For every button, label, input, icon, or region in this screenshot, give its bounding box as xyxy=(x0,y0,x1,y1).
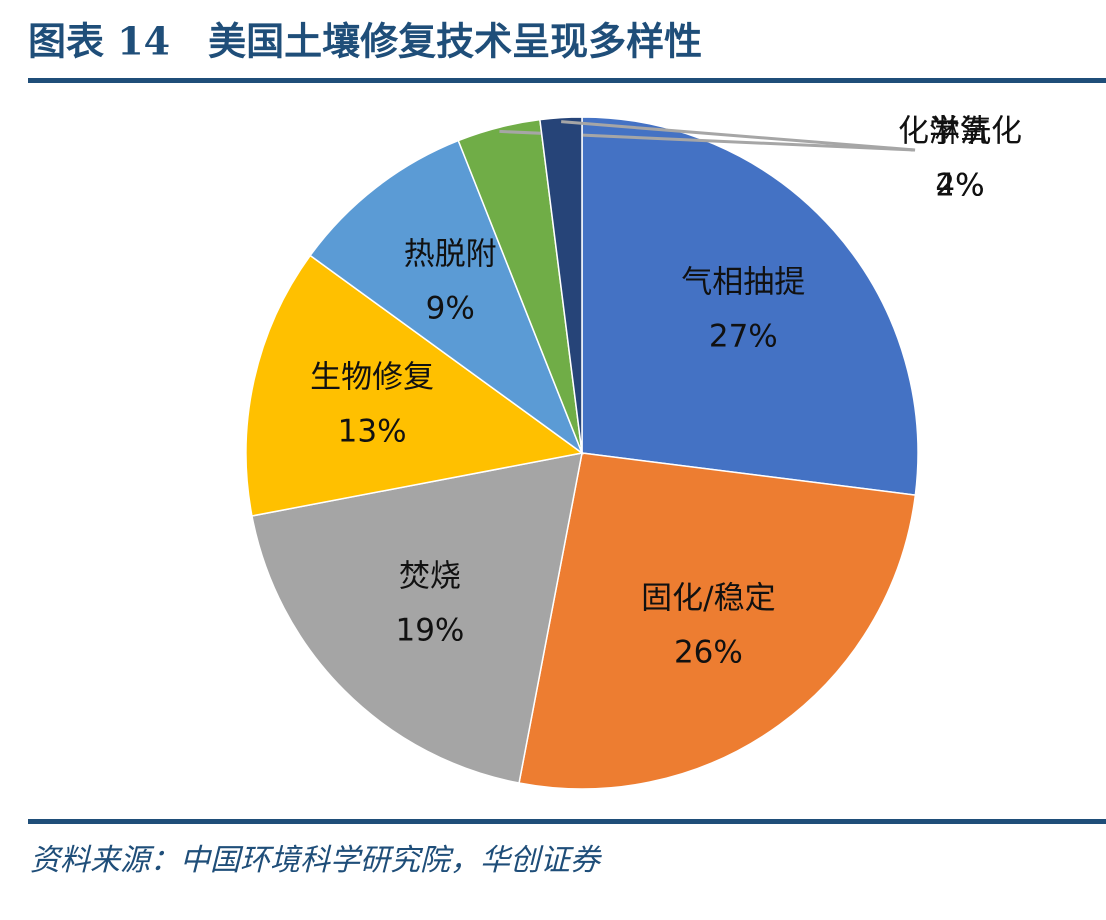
slice-label: 化学氧化 xyxy=(898,114,1022,150)
data-label: 4% xyxy=(935,168,984,204)
data-label: 26% xyxy=(674,634,743,670)
pie-slice xyxy=(245,254,584,517)
footer-rule xyxy=(28,819,1106,824)
pie-slice xyxy=(309,139,584,456)
slice-label: 热脱附 xyxy=(404,237,497,273)
data-label: 27% xyxy=(709,318,778,354)
slice-label: 生物修复 xyxy=(310,360,434,396)
chart-title: 图表 14 美国土壤修复技术呈现多样性 xyxy=(28,19,702,64)
data-label: 13% xyxy=(338,414,407,450)
slice-label: 淋洗 xyxy=(929,114,991,150)
pie-slice xyxy=(518,452,917,790)
pie-slice xyxy=(581,116,919,496)
slice-label: 气相抽提 xyxy=(681,264,805,300)
slice-label: 焚烧 xyxy=(399,559,461,595)
leader-line xyxy=(561,120,916,152)
pie-slice xyxy=(539,116,583,454)
slice-label: 固化/稳定 xyxy=(641,580,775,616)
title-rule xyxy=(28,78,1106,83)
data-label: 19% xyxy=(395,613,464,649)
pie-slice xyxy=(251,452,583,784)
data-label: 9% xyxy=(426,291,475,327)
source: 资料来源：中国环境科学研究院，华创证券 xyxy=(30,843,602,878)
data-label: 2% xyxy=(935,168,984,204)
